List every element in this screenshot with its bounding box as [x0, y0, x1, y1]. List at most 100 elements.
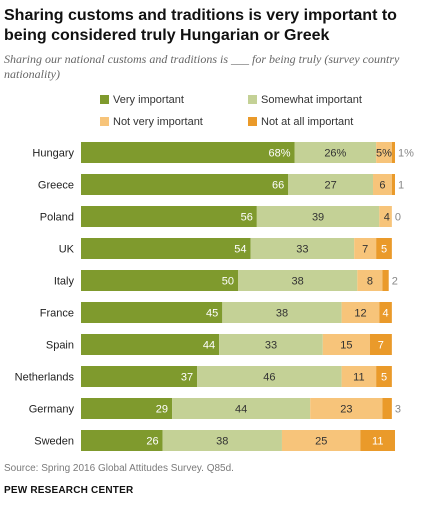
data-label: 26%	[324, 148, 346, 160]
data-label: 1	[398, 180, 404, 192]
legend-swatch-0	[100, 95, 109, 104]
data-label: 11	[353, 372, 364, 384]
bar-not-at-all-important	[360, 430, 395, 451]
bar-somewhat-important	[197, 366, 342, 387]
legend-label-1: Somewhat important	[261, 94, 362, 106]
data-label: 46	[263, 372, 275, 384]
bar-somewhat-important	[219, 334, 323, 355]
bar-not-very-important	[379, 206, 392, 227]
category-label: Italy	[54, 276, 75, 288]
data-label: 33	[296, 244, 308, 256]
bar-not-at-all-important	[369, 334, 392, 355]
data-label: 7	[378, 340, 384, 352]
data-label: 6	[379, 180, 385, 192]
category-label: Sweden	[34, 436, 74, 448]
data-label: 50	[222, 276, 234, 288]
data-label: 2	[392, 276, 398, 288]
bar-somewhat-important	[256, 206, 380, 227]
data-label: 44	[235, 404, 247, 416]
data-label: 8	[367, 276, 373, 288]
bar-not-very-important	[341, 366, 377, 387]
data-label: 39	[312, 212, 324, 224]
bar-very-important	[81, 398, 173, 419]
legend-label-2: Not very important	[113, 116, 203, 128]
bar-not-at-all-important	[382, 270, 389, 291]
bar-not-at-all-important	[379, 302, 392, 323]
data-label: 5%	[376, 148, 392, 160]
bar-somewhat-important	[294, 142, 377, 163]
bar-somewhat-important	[172, 398, 311, 419]
data-label: 23	[340, 404, 352, 416]
data-label: 37	[181, 372, 193, 384]
category-label: France	[40, 308, 74, 320]
category-label: Spain	[46, 340, 74, 352]
data-label: 5	[381, 244, 387, 256]
bar-not-very-important	[357, 270, 383, 291]
bar-not-very-important	[281, 430, 361, 451]
data-label: 4	[383, 308, 389, 320]
bar-very-important	[81, 430, 163, 451]
bar-very-important	[81, 174, 289, 195]
category-label: Netherlands	[15, 372, 75, 384]
category-label: UK	[59, 244, 75, 256]
bar-very-important	[81, 142, 295, 163]
bar-very-important	[81, 206, 257, 227]
bar-somewhat-important	[162, 430, 282, 451]
bar-very-important	[81, 334, 220, 355]
data-label: 56	[241, 212, 253, 224]
bar-not-very-important	[310, 398, 383, 419]
bar-not-at-all-important	[391, 174, 395, 195]
bar-not-at-all-important	[376, 238, 392, 259]
bar-very-important	[81, 366, 198, 387]
data-label: 7	[362, 244, 368, 256]
data-label: 25	[315, 436, 327, 448]
data-label: 29	[156, 404, 168, 416]
data-label: 38	[292, 276, 304, 288]
data-label: 68%	[268, 148, 290, 160]
legend-label-0: Very important	[113, 94, 184, 106]
bar-not-at-all-important	[391, 142, 395, 163]
bar-somewhat-important	[250, 238, 355, 259]
category-label: Germany	[29, 404, 75, 416]
data-label: 15	[340, 340, 352, 352]
data-label: 54	[234, 244, 246, 256]
category-label: Hungary	[32, 148, 74, 160]
data-label: 5	[381, 372, 387, 384]
data-label: 44	[203, 340, 215, 352]
legend-swatch-1	[248, 95, 257, 104]
source-note: Source: Spring 2016 Global Attitudes Sur…	[4, 463, 234, 474]
data-label: 27	[325, 180, 337, 192]
data-label: 0	[395, 212, 401, 224]
data-label: 38	[276, 308, 288, 320]
data-label: 45	[206, 308, 218, 320]
data-label: 26	[146, 436, 158, 448]
bar-very-important	[81, 238, 251, 259]
bar-somewhat-important	[238, 270, 358, 291]
legend-swatch-3	[248, 117, 257, 126]
bar-not-at-all-important	[382, 398, 392, 419]
stacked-bar-chart: Very important Somewhat important Not very…	[15, 94, 414, 451]
org-name: PEW RESEARCH CENTER	[4, 485, 134, 496]
bar-very-important	[81, 270, 238, 291]
data-label: 33	[265, 340, 277, 352]
bar-not-very-important	[322, 334, 370, 355]
bar-not-very-important	[373, 174, 392, 195]
data-label: 4	[384, 212, 390, 224]
bar-very-important	[81, 302, 223, 323]
data-label: 11	[372, 436, 383, 448]
bar-somewhat-important	[288, 174, 374, 195]
chart-subtitle: Sharing our national customs and traditi…	[4, 52, 400, 81]
category-label: Poland	[40, 212, 74, 224]
data-label: 38	[216, 436, 228, 448]
bar-not-very-important	[376, 142, 392, 163]
data-label: 12	[354, 308, 366, 320]
data-label: 66	[272, 180, 284, 192]
bar-not-very-important	[354, 238, 377, 259]
legend-swatch-2	[100, 117, 109, 126]
legend-label-3: Not at all important	[261, 116, 353, 128]
bar-not-very-important	[341, 302, 380, 323]
category-label: Greece	[38, 180, 74, 192]
chart-title: Sharing customs and traditions is very i…	[4, 7, 397, 44]
bar-not-at-all-important	[376, 366, 392, 387]
data-label: 3	[395, 404, 401, 416]
